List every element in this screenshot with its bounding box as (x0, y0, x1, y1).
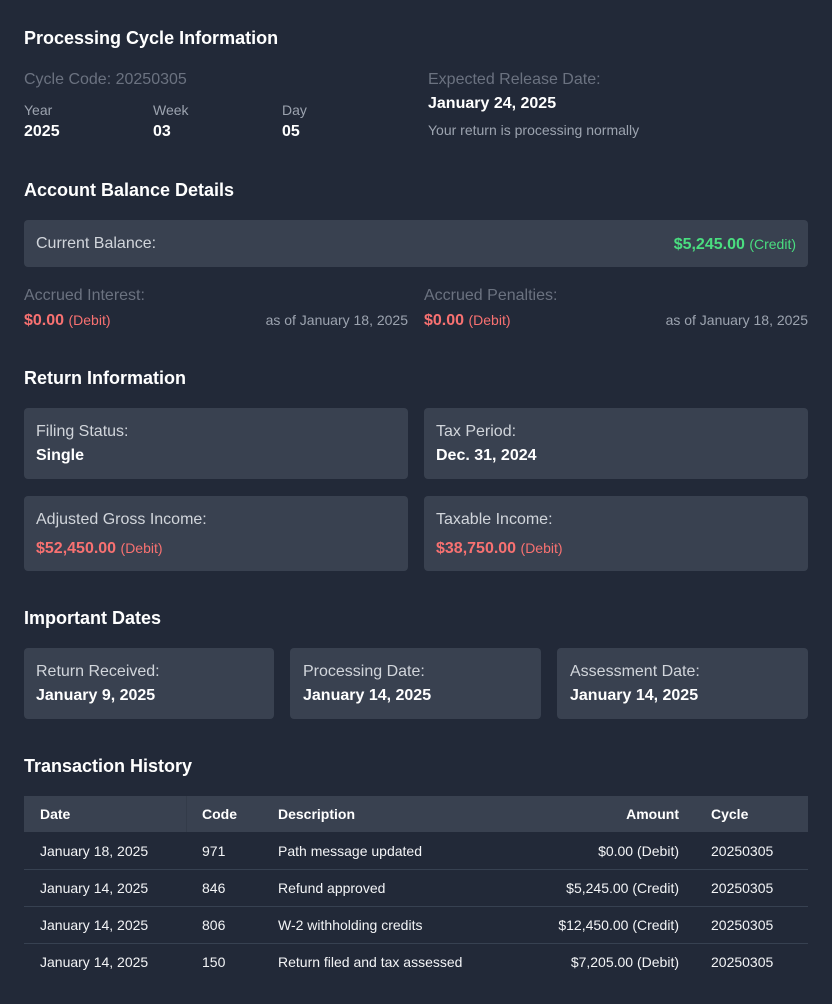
section-title: Processing Cycle Information (24, 28, 279, 48)
row-divider (24, 906, 808, 907)
table-cell: $7,205.00 (Debit) (570, 954, 679, 970)
header-divider (186, 796, 187, 832)
info-card (424, 408, 808, 479)
table-cell: 20250305 (711, 843, 774, 859)
table-cell: January 14, 2025 (40, 954, 149, 970)
date-card (290, 648, 541, 719)
section-title: Important Dates (24, 608, 162, 628)
table-cell: 846 (202, 880, 226, 896)
field-value: 03 (153, 123, 171, 140)
field-value: 2025 (24, 123, 60, 140)
column-header: Cycle (711, 806, 749, 822)
column-header: Code (202, 806, 237, 822)
amount-kind: (Debit) (468, 312, 511, 328)
release-label: Expected Release Date: (428, 71, 601, 88)
table-cell: January 14, 2025 (40, 880, 149, 896)
table-cell: $12,450.00 (Credit) (558, 917, 679, 933)
section-title: Transaction History (24, 756, 193, 776)
table-cell: January 14, 2025 (40, 917, 149, 933)
card-value: January 14, 2025 (570, 687, 699, 704)
card-label: Filing Status: (36, 423, 129, 440)
amount-kind: (Credit) (749, 236, 796, 252)
table-cell: Path message updated (278, 843, 422, 859)
table-header (24, 796, 808, 832)
field-label: Day (282, 102, 307, 118)
card-label: Processing Date: (303, 663, 425, 680)
card-label: Tax Period: (436, 423, 517, 440)
accrued-label: Accrued Interest: (24, 287, 145, 304)
as-of: as of January 18, 2025 (265, 312, 408, 328)
balance-bar (24, 220, 808, 267)
card-value: $38,750.00 (Debit) (436, 538, 563, 558)
amount: $52,450.00 (36, 540, 117, 557)
table-cell: 20250305 (711, 917, 774, 933)
column-header: Description (278, 806, 356, 822)
card-value: Single (36, 447, 85, 464)
accrued-label: Accrued Penalties: (424, 287, 558, 304)
amount-kind: (Debit) (120, 540, 163, 556)
field-label: Year (24, 102, 53, 118)
card-value: January 14, 2025 (303, 687, 432, 704)
column-header: Amount (626, 806, 679, 822)
amount: $38,750.00 (436, 540, 517, 557)
row-divider (24, 943, 808, 944)
amount: $0.00 (24, 312, 65, 329)
table-cell: Refund approved (278, 880, 386, 896)
balance-amount: $5,245.00 (Credit) (674, 234, 796, 254)
as-of: as of January 18, 2025 (665, 312, 808, 328)
card-value: January 9, 2025 (36, 687, 156, 704)
amount: $5,245.00 (673, 236, 745, 253)
card-label: Adjusted Gross Income: (36, 511, 207, 528)
table-cell: 20250305 (711, 954, 774, 970)
field-value: 05 (282, 123, 300, 140)
card-value: Dec. 31, 2024 (436, 447, 537, 464)
balance-label: Current Balance: (36, 235, 157, 252)
field-label: Week (153, 102, 189, 118)
date-card (557, 648, 808, 719)
release-date: January 24, 2025 (428, 95, 557, 112)
table-cell: 150 (202, 954, 226, 970)
amount-kind: (Debit) (68, 312, 111, 328)
section-title: Account Balance Details (24, 180, 235, 200)
accrued-amount: $0.00 (Debit) (424, 310, 511, 330)
accrued-amount: $0.00 (Debit) (24, 310, 111, 330)
table-cell: 971 (202, 843, 226, 859)
column-header: Date (40, 806, 71, 822)
table-cell: $5,245.00 (Credit) (566, 880, 679, 896)
info-card (424, 496, 808, 571)
amount-kind: (Debit) (520, 540, 563, 556)
table-cell: W-2 withholding credits (278, 917, 423, 933)
amount: $0.00 (424, 312, 465, 329)
cycle-code: Cycle Code: 20250305 (24, 71, 187, 88)
info-card (24, 496, 408, 571)
info-card (24, 408, 408, 479)
table-cell: 20250305 (711, 880, 774, 896)
release-note: Your return is processing normally (428, 122, 640, 138)
card-label: Assessment Date: (570, 663, 700, 680)
card-label: Return Received: (36, 663, 160, 680)
table-cell: $0.00 (Debit) (598, 843, 679, 859)
table-cell: Return filed and tax assessed (278, 954, 463, 970)
card-value: $52,450.00 (Debit) (36, 538, 163, 558)
row-divider (24, 869, 808, 870)
section-title: Return Information (24, 368, 186, 388)
card-label: Taxable Income: (436, 511, 553, 528)
table-cell: 806 (202, 917, 226, 933)
date-card (24, 648, 274, 719)
table-cell: January 18, 2025 (40, 843, 149, 859)
